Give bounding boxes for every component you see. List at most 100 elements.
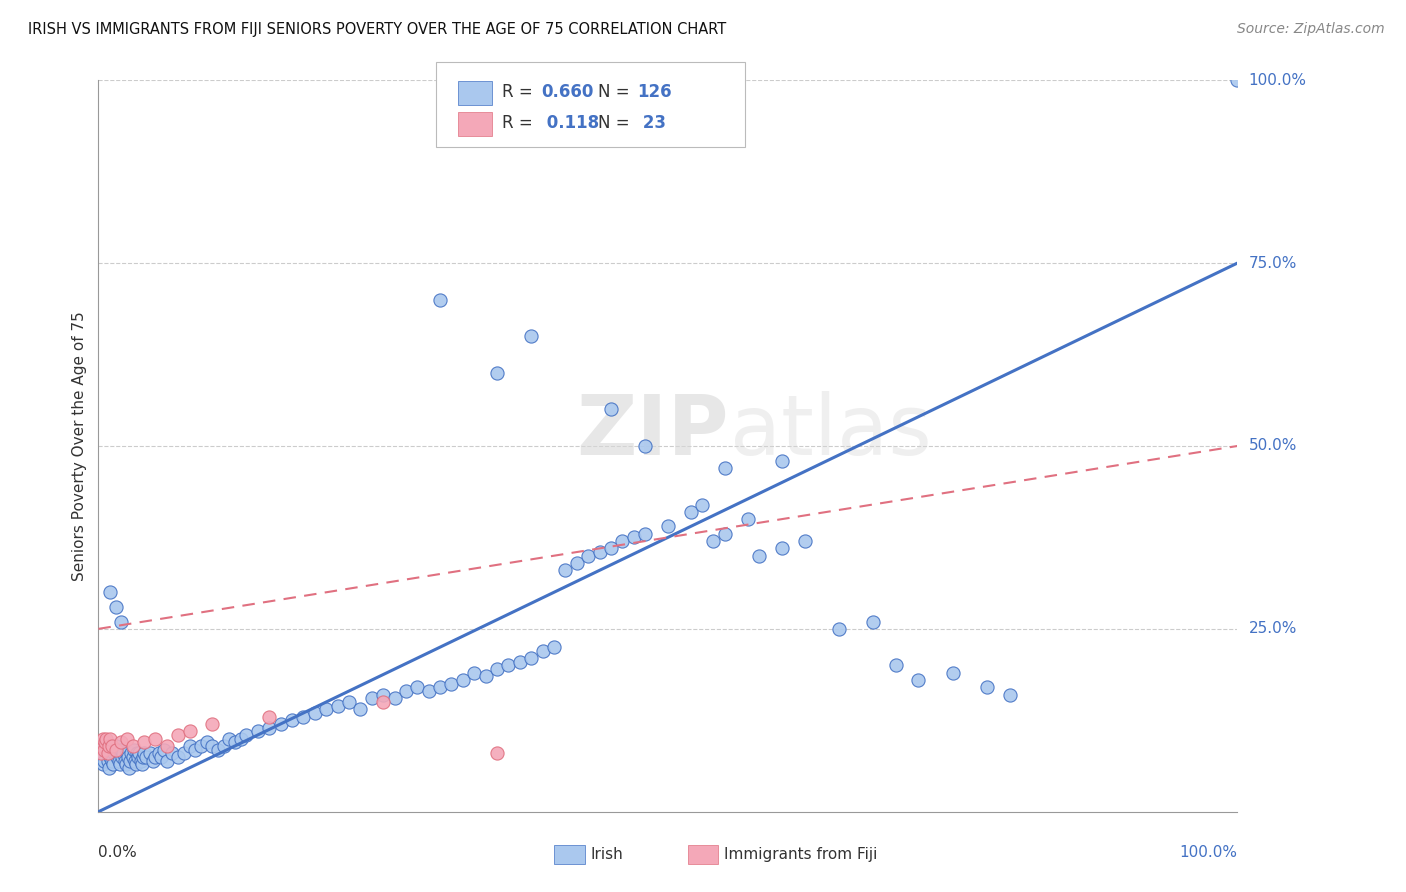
Point <box>114 754 136 768</box>
Point <box>429 293 451 307</box>
Text: R =: R = <box>502 114 538 132</box>
Point <box>884 658 907 673</box>
Text: ZIP: ZIP <box>576 391 730 472</box>
Point <box>120 754 142 768</box>
Point <box>862 615 884 629</box>
Point <box>714 526 737 541</box>
Point <box>212 739 235 753</box>
Point <box>127 749 149 764</box>
Point <box>90 746 112 760</box>
Point <box>429 681 451 695</box>
Point <box>110 742 132 756</box>
Point <box>132 749 155 764</box>
Point <box>93 754 115 768</box>
Point <box>94 735 117 749</box>
Point <box>201 717 224 731</box>
Point <box>122 742 145 756</box>
Text: atlas: atlas <box>731 391 932 472</box>
Text: 23: 23 <box>637 114 666 132</box>
Text: IRISH VS IMMIGRANTS FROM FIJI SENIORS POVERTY OVER THE AGE OF 75 CORRELATION CHA: IRISH VS IMMIGRANTS FROM FIJI SENIORS PO… <box>28 22 727 37</box>
Point <box>115 731 138 746</box>
Point <box>90 746 112 760</box>
Point <box>148 746 170 760</box>
Point <box>679 505 702 519</box>
Point <box>770 453 793 467</box>
Point <box>246 724 269 739</box>
Point <box>304 706 326 720</box>
Text: 0.118: 0.118 <box>541 114 599 132</box>
Text: 126: 126 <box>637 83 672 101</box>
Text: 25.0%: 25.0% <box>1249 622 1296 636</box>
Point <box>98 585 121 599</box>
Point <box>104 742 127 756</box>
Point <box>94 739 117 753</box>
Point <box>121 739 143 753</box>
Point <box>371 695 394 709</box>
Point <box>120 746 142 760</box>
Point <box>565 556 588 570</box>
Point <box>111 749 134 764</box>
Text: 100.0%: 100.0% <box>1180 845 1237 860</box>
Point <box>259 721 281 735</box>
Point <box>100 746 122 760</box>
Point <box>104 739 127 753</box>
Point <box>150 749 173 764</box>
Point <box>98 749 121 764</box>
Text: 100.0%: 100.0% <box>1249 73 1306 87</box>
Text: Irish: Irish <box>591 847 623 862</box>
Point <box>224 735 246 749</box>
Point <box>942 665 965 680</box>
Point <box>132 735 155 749</box>
Point <box>121 749 143 764</box>
Point <box>634 526 657 541</box>
Point <box>132 746 155 760</box>
Point <box>418 684 440 698</box>
Point <box>156 754 179 768</box>
Point <box>657 519 679 533</box>
Point <box>131 757 153 772</box>
Point <box>110 615 132 629</box>
Point <box>259 709 281 723</box>
Point <box>201 739 224 753</box>
Point <box>998 688 1021 702</box>
Point <box>520 651 543 665</box>
Point <box>108 754 131 768</box>
Point <box>124 754 146 768</box>
Y-axis label: Seniors Poverty Over the Age of 75: Seniors Poverty Over the Age of 75 <box>72 311 87 581</box>
Text: R =: R = <box>502 83 538 101</box>
Point <box>737 512 759 526</box>
Point <box>101 754 124 768</box>
Point <box>623 530 645 544</box>
Point <box>612 534 634 549</box>
Point <box>104 599 127 614</box>
Point <box>531 644 554 658</box>
Point <box>440 676 463 690</box>
Point <box>229 731 252 746</box>
Point <box>554 563 576 577</box>
Text: 0.0%: 0.0% <box>98 845 138 860</box>
Point <box>125 757 148 772</box>
Point <box>395 684 418 698</box>
Point <box>114 757 136 772</box>
Point <box>474 669 496 683</box>
Point <box>96 754 118 768</box>
Point <box>96 731 118 746</box>
Point <box>634 439 657 453</box>
Text: 75.0%: 75.0% <box>1249 256 1296 270</box>
Point <box>315 702 337 716</box>
Point <box>129 754 152 768</box>
Point <box>128 746 150 760</box>
Point <box>145 749 167 764</box>
Point <box>828 622 851 636</box>
Point <box>235 728 257 742</box>
Point <box>156 739 179 753</box>
Point <box>105 749 128 764</box>
Point <box>748 549 770 563</box>
Point <box>96 742 118 756</box>
Point <box>110 735 132 749</box>
Point <box>371 688 394 702</box>
Point <box>588 545 610 559</box>
Point <box>543 640 565 655</box>
Text: N =: N = <box>598 114 634 132</box>
Point <box>793 534 815 549</box>
